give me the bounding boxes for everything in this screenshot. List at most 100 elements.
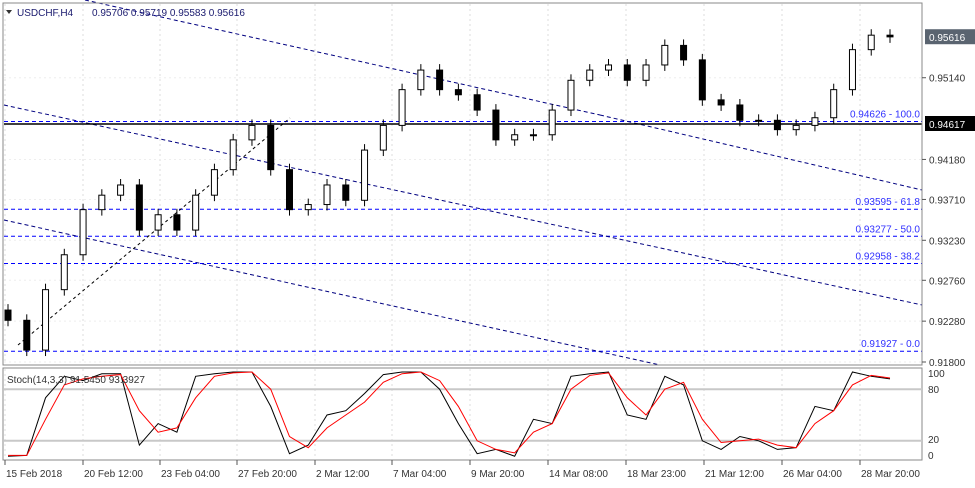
trend-line-2[interactable]: [3, 104, 923, 306]
candle-body: [548, 109, 556, 136]
marked-price-box: [925, 116, 975, 131]
x-tick-label: 14 Mar 08:00: [549, 469, 608, 480]
stoch-tick-label: 0: [928, 451, 934, 462]
y-tick-label: 0.94180: [929, 155, 966, 166]
candle-body: [886, 34, 894, 38]
candle-body: [511, 134, 519, 141]
candle-body: [567, 79, 575, 111]
candle-body: [792, 124, 800, 131]
candle-body: [173, 214, 181, 231]
y-tick-label: 0.95140: [929, 74, 966, 85]
candle-body: [60, 254, 68, 291]
current-price-label: 0.95616: [929, 33, 966, 44]
trend-lines[interactable]: [3, 0, 923, 366]
candle-body: [210, 169, 218, 196]
x-tick-label: 7 Mar 04:00: [393, 469, 447, 480]
candle-body: [117, 184, 125, 196]
candle-body: [342, 184, 350, 201]
x-tick-label: 15 Feb 2018: [6, 469, 63, 480]
candle-body: [361, 149, 369, 201]
candle-body: [285, 169, 293, 211]
x-tick-label: 18 Mar 23:00: [627, 469, 686, 480]
x-tick-label: 20 Feb 12:00: [84, 469, 143, 480]
candle-body: [605, 64, 613, 71]
x-tick-label: 28 Mar 20:00: [861, 469, 920, 480]
candle-body: [79, 209, 87, 256]
candle-body: [830, 89, 838, 119]
candle-body: [698, 59, 706, 101]
fibonacci-retracement[interactable]: 0.94626 - 100.0 0.93595 - 61.8 0.93277 - 5…: [4, 109, 922, 352]
fib-level-label: 0.91927 - 0.0: [861, 339, 920, 350]
candle-body: [323, 184, 331, 206]
candle-body: [192, 194, 200, 231]
time-axis[interactable]: 15 Feb 2018 20 Feb 12:00 23 Feb 04:00 27 Fe…: [4, 460, 920, 480]
candle-body: [304, 204, 312, 211]
stoch-label: Stoch(14,3,3) 91.5450 93.3927: [7, 375, 145, 386]
candle-body: [773, 119, 781, 131]
symbol-label: USDCHF,H4: [17, 8, 74, 19]
stoch-main-line: [7, 371, 891, 457]
y-tick-label: 0.93710: [929, 195, 966, 206]
candle-body: [42, 289, 50, 351]
fib-level-label: 0.92958 - 38.2: [856, 251, 921, 262]
stoch-signal-line: [8, 371, 891, 456]
stoch-tick-label: 100: [928, 369, 945, 380]
trend-line-1[interactable]: [84, 0, 601, 116]
candle-body: [436, 69, 444, 91]
candle-body: [229, 139, 237, 171]
candle-body: [529, 134, 537, 137]
y-tick-label: 0.91800: [929, 358, 966, 369]
candle-body: [454, 89, 462, 96]
candle-body: [661, 44, 669, 66]
stoch-tick-label: 80: [928, 385, 940, 396]
fib-level-label: 0.94626 - 100.0: [850, 109, 920, 120]
candle-body: [473, 94, 481, 111]
candle-body: [623, 64, 631, 81]
candle-body: [755, 119, 763, 122]
candle-body: [736, 104, 744, 121]
trend-line-3[interactable]: [3, 219, 661, 366]
y-tick-label: 0.93230: [929, 236, 966, 247]
x-tick-label: 21 Mar 12:00: [705, 469, 764, 480]
candle-body: [23, 319, 31, 351]
candle-body: [867, 34, 875, 51]
candle-body: [492, 109, 500, 141]
x-tick-label: 2 Mar 12:00: [316, 469, 370, 480]
trend-line-up[interactable]: [17, 117, 291, 346]
candle-body: [135, 184, 143, 231]
price-axis[interactable]: 0.95140 0.94180 0.93710 0.93230 0.92760 0.922…: [922, 29, 975, 369]
stoch-plot-frame: [2, 367, 923, 461]
candle-body: [680, 44, 688, 61]
candle-body: [398, 89, 406, 126]
current-price-box: [925, 29, 975, 45]
x-tick-label: 9 Mar 20:00: [471, 469, 525, 480]
candles: [4, 29, 894, 357]
stoch-tick-label: 20: [928, 435, 940, 446]
candle-body: [379, 124, 387, 151]
x-tick-label: 26 Mar 04:00: [783, 469, 842, 480]
y-tick-label: 0.92760: [929, 276, 966, 287]
candle-body: [4, 309, 12, 321]
candle-body: [848, 49, 856, 91]
candle-body: [417, 69, 425, 91]
candle-body: [586, 69, 594, 81]
x-tick-label: 27 Feb 20:00: [238, 469, 297, 480]
main-plot-frame: [2, 2, 923, 366]
collapse-triangle-icon[interactable]: [6, 10, 12, 14]
fib-level-label: 0.93277 - 50.0: [856, 224, 921, 235]
candle-body: [267, 124, 275, 171]
fib-level-label: 0.93595 - 61.8: [856, 197, 921, 208]
marked-price-label: 0.94617: [929, 120, 966, 131]
candle-body: [98, 194, 106, 211]
stochastic-panel: 100 80 20 0: [4, 369, 945, 462]
x-tick-label: 23 Feb 04:00: [161, 469, 220, 480]
candle-body: [717, 99, 725, 106]
ohlc-label: 0.95706 0.95719 0.95583 0.95616: [92, 8, 245, 19]
trend-line-1b[interactable]: [599, 114, 923, 191]
candle-body: [811, 117, 819, 126]
y-tick-label: 0.92280: [929, 317, 966, 328]
candle-body: [154, 214, 162, 231]
grid: [4, 4, 922, 459]
